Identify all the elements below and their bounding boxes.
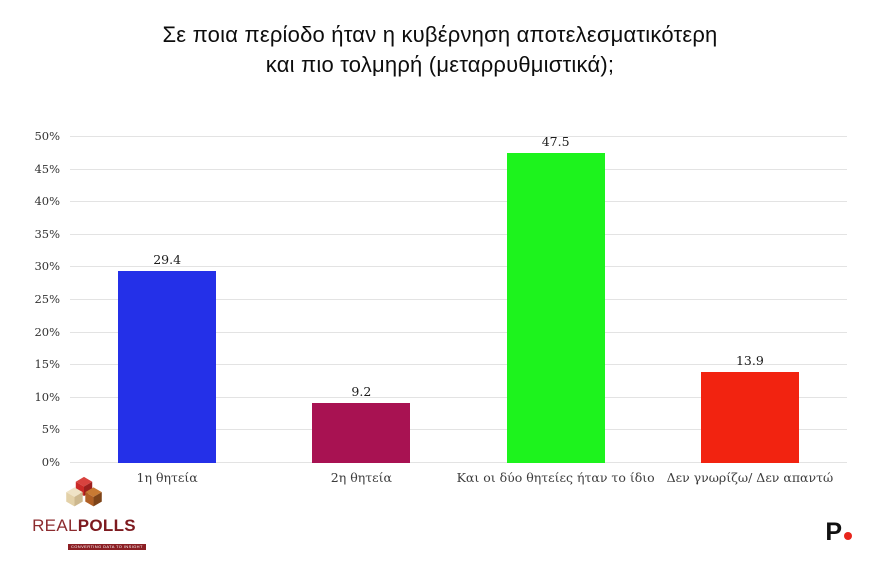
y-tick-label-0: 0% bbox=[41, 455, 60, 469]
gridline-0: 0% bbox=[42, 455, 847, 469]
realpolls-cubes-icon bbox=[66, 476, 102, 507]
chart-title-line-2: και πιο τολμηρή (μεταρρυθμιστικά); bbox=[265, 52, 615, 77]
brand-p-logo: P bbox=[825, 520, 852, 545]
x-category-label-1: 1η θητεία bbox=[136, 470, 198, 485]
gridline-40: 40% bbox=[34, 194, 847, 208]
brand-p-letter: P bbox=[825, 518, 842, 546]
y-tick-label-5: 5% bbox=[41, 422, 60, 437]
gridline-50: 50% bbox=[34, 129, 847, 143]
y-tick-label-45: 45% bbox=[34, 161, 60, 176]
x-category-label-2: 2η θητεία bbox=[330, 470, 392, 485]
gridline-25: 25% bbox=[34, 292, 847, 306]
gridline-10: 10% bbox=[34, 390, 847, 404]
chart-title: Σε ποια περίοδο ήταν η κυβέρνηση αποτελε… bbox=[0, 20, 880, 80]
y-tick-label-20: 20% bbox=[34, 324, 60, 339]
gridline-5: 5% bbox=[42, 422, 847, 436]
brand-p-dot-icon bbox=[844, 532, 852, 540]
y-tick-label-30: 30% bbox=[34, 259, 60, 274]
x-category-label-3: Και οι δύο θητείες ήταν το ίδιο bbox=[456, 470, 655, 485]
y-tick-label-15: 15% bbox=[34, 357, 60, 372]
gridline-45: 45% bbox=[34, 162, 847, 176]
realpolls-wordmark-polls: POLLS bbox=[77, 516, 136, 535]
bar-2: 9.2 bbox=[312, 384, 411, 463]
bar-value-label-3: 47.5 bbox=[541, 134, 570, 150]
bar-slot-1: 29.4 1η θητεία bbox=[70, 137, 264, 485]
bar-3: 47.5 bbox=[506, 134, 605, 463]
y-tick-label-25: 25% bbox=[34, 292, 60, 306]
bar-slot-3: 47.5 Και οι δύο θητείες ήταν το ίδιο bbox=[457, 134, 655, 485]
realpolls-logo: REALPOLLS CONVERTING DATA TO INSIGHT bbox=[28, 476, 146, 553]
bar-value-label-1: 29.4 bbox=[153, 252, 182, 268]
y-tick-label-40: 40% bbox=[34, 194, 60, 209]
x-category-label-4: Δεν γνωρίζω/ Δεν απαντώ bbox=[666, 470, 834, 485]
y-tick-label-10: 10% bbox=[34, 389, 60, 404]
realpolls-wordmark-real: REAL bbox=[32, 516, 78, 535]
gridline-30: 30% bbox=[34, 259, 847, 273]
y-tick-label-35: 35% bbox=[34, 226, 60, 241]
gridline-35: 35% bbox=[34, 227, 847, 241]
bar-4: 13.9 bbox=[700, 353, 799, 463]
gridline-20: 20% bbox=[34, 325, 847, 339]
chart-title-line-1: Σε ποια περίοδο ήταν η κυβέρνηση αποτελε… bbox=[162, 22, 718, 47]
bar-1: 29.4 bbox=[118, 252, 217, 463]
realpolls-tagline: CONVERTING DATA TO INSIGHT bbox=[68, 544, 146, 550]
plot-area: 0% 5% 10% 15% 20% 25% 30% 35% 40% 45% 50% 29.4 1η θη… bbox=[34, 129, 847, 485]
bar-slot-2: 9.2 2η θητεία bbox=[264, 137, 458, 485]
y-tick-label-50: 50% bbox=[34, 129, 60, 143]
bar-value-label-2: 9.2 bbox=[351, 384, 372, 400]
realpolls-wordmark: REALPOLLS bbox=[28, 517, 140, 535]
bar-slot-4: 13.9 Δεν γνωρίζω/ Δεν απαντώ bbox=[653, 137, 847, 485]
bar-value-label-4: 13.9 bbox=[735, 353, 764, 369]
gridline-15: 15% bbox=[34, 357, 847, 371]
